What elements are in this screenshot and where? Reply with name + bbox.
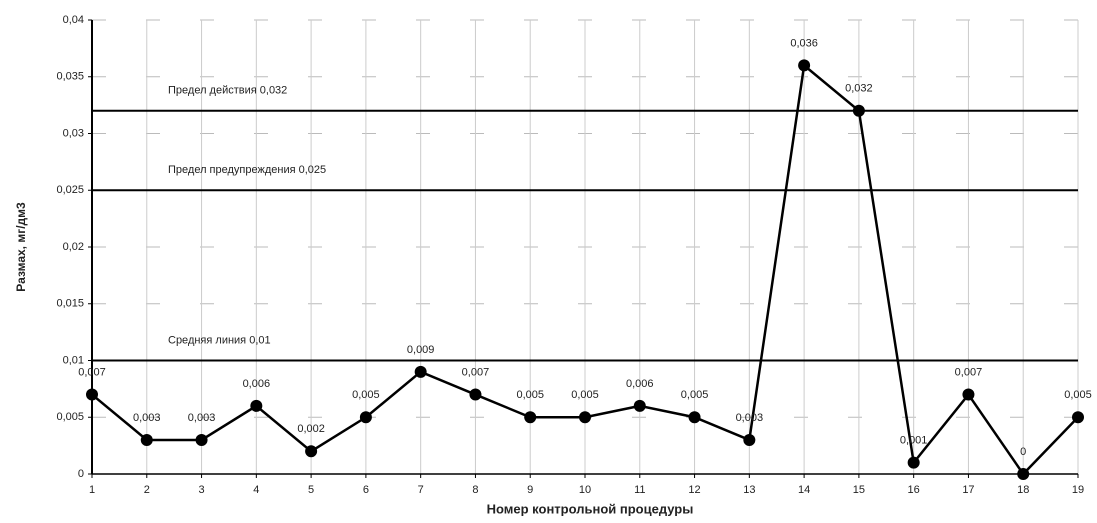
x-tick-label: 9 [527,484,533,496]
data-point [140,433,153,446]
data-label: 0,036 [790,37,818,49]
data-label: 0,003 [736,412,764,424]
y-axis-label: Размах, мг/дм3 [14,202,28,292]
data-point [469,388,482,401]
data-label: 0,003 [188,412,216,424]
x-tick-label: 3 [198,484,204,496]
x-tick-label: 5 [308,484,314,496]
x-tick-label: 15 [853,484,865,496]
data-label: 0,005 [1064,389,1092,401]
y-tick-label: 0,01 [63,354,84,366]
data-point [688,411,701,424]
y-tick-label: 0,035 [56,71,84,83]
x-tick-label: 10 [579,484,591,496]
data-point [962,388,975,401]
y-tick-label: 0,015 [56,298,84,310]
y-tick-label: 0,04 [63,14,84,26]
data-point [414,365,427,378]
y-tick-label: 0,03 [63,127,84,139]
x-tick-label: 19 [1072,484,1084,496]
data-label: 0,005 [516,389,544,401]
data-point [907,456,920,469]
data-label: 0,009 [407,344,435,356]
data-label: 0,007 [78,366,106,378]
data-label: 0,002 [297,423,325,435]
data-label: 0,005 [571,389,599,401]
x-tick-label: 7 [418,484,424,496]
x-tick-label: 6 [363,484,369,496]
data-label: 0,005 [681,389,709,401]
x-tick-label: 14 [798,484,810,496]
reference-label: Предел действия 0,032 [168,85,287,97]
data-point [633,399,646,412]
x-tick-label: 12 [688,484,700,496]
data-point [1072,411,1084,424]
data-label: 0,007 [462,366,490,378]
data-point [1017,468,1030,480]
data-label: 0,005 [352,389,380,401]
data-point [743,433,756,446]
data-label: 0,006 [626,378,654,390]
data-point [86,388,98,401]
data-point [798,59,811,72]
x-tick-label: 16 [908,484,920,496]
data-label: 0,006 [243,378,271,390]
data-point [579,411,591,424]
x-tick-label: 4 [253,484,259,496]
x-tick-label: 8 [472,484,478,496]
x-tick-label: 18 [1017,484,1029,496]
y-tick-label: 0,005 [56,411,84,423]
data-label: 0,007 [955,366,983,378]
data-point [250,399,263,412]
data-point [195,433,208,446]
x-tick-label: 2 [144,484,150,496]
x-tick-label: 1 [89,484,95,496]
y-tick-label: 0,025 [56,184,84,196]
y-tick-label: 0 [78,468,84,480]
data-label: 0 [1020,446,1026,458]
x-tick-label: 17 [962,484,974,496]
data-point [359,411,372,424]
data-point [852,104,865,117]
data-point [305,445,318,458]
reference-label: Средняя линия 0,01 [168,334,271,346]
x-tick-label: 13 [743,484,755,496]
x-tick-label: 11 [634,484,645,496]
data-label: 0,001 [900,435,928,447]
y-tick-label: 0,02 [63,241,84,253]
x-axis-label: Номер контрольной процедуры [487,501,694,516]
reference-label: Предел предупреждения 0,025 [168,164,326,176]
data-label: 0,003 [133,412,161,424]
data-point [524,411,537,424]
data-label: 0,032 [845,83,873,95]
